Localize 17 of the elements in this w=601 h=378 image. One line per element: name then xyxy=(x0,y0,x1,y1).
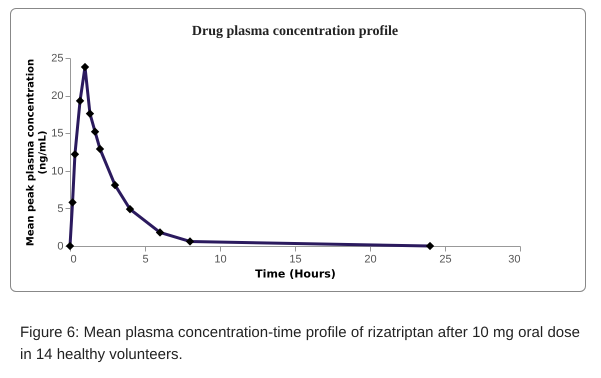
chart-title: Drug plasma concentration profile xyxy=(192,24,398,39)
y-tick-label: 25 xyxy=(51,52,64,64)
y-tick-label: 10 xyxy=(51,165,64,178)
x-tick-label: 5 xyxy=(142,254,149,266)
y-tick-label: 15 xyxy=(51,128,64,140)
x-tick-label: 10 xyxy=(214,254,227,266)
x-tick-label: 30 xyxy=(508,254,520,266)
x-axis-title: Time (Hours) xyxy=(255,268,336,280)
x-tick-label: 0 xyxy=(70,254,77,266)
y-tick-label: 0 xyxy=(57,240,64,252)
y-tick-label: 5 xyxy=(57,202,64,215)
y-tick-label: 20 xyxy=(51,90,64,102)
x-tick-label: 20 xyxy=(364,254,377,266)
y-axis-title: Mean peak plasma concentration (ng/mL) xyxy=(25,58,48,246)
x-tick-label: 15 xyxy=(289,254,302,266)
caption: Figure 6: Mean plasma concentration-time profile of rizatriptan after 10 mg oral dose in 14 healthy volunteers. xyxy=(20,323,580,365)
x-tick-label: 25 xyxy=(439,254,452,266)
